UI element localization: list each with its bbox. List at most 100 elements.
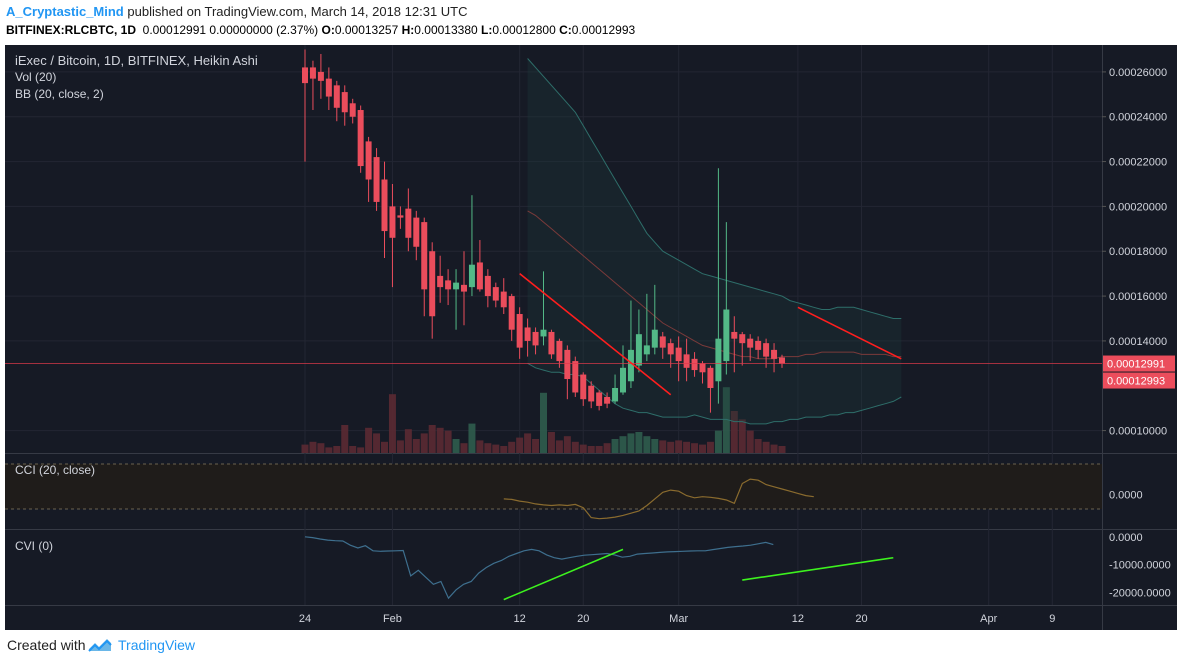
candle-body <box>747 338 754 348</box>
candle-body <box>580 374 587 400</box>
candle-body <box>715 338 722 382</box>
volume-bar <box>619 436 627 453</box>
volume-bar <box>412 439 420 453</box>
change-value: 0.00012991 0.00000000 (2.37%) <box>142 23 319 37</box>
volume-bar <box>452 439 460 453</box>
cci-tick-label: 0.0000 <box>1109 490 1143 502</box>
publish-line: A_Cryptastic_Mind published on TradingVi… <box>6 4 468 19</box>
volume-bar <box>643 436 651 453</box>
candle-body <box>556 340 563 362</box>
candle-body <box>333 85 340 108</box>
volume-bar <box>563 436 571 453</box>
time-tick-label: 12 <box>514 613 526 625</box>
created-with-text: Created with <box>7 637 86 653</box>
close-value: 0.00012993 <box>571 23 636 37</box>
time-tick-label: 24 <box>299 613 311 625</box>
volume-bar <box>460 443 468 453</box>
volume-bar <box>683 441 691 453</box>
cci-band <box>5 464 1102 509</box>
candle-body <box>763 343 770 357</box>
high-value: 0.00013380 <box>414 23 478 37</box>
candle-body <box>484 275 491 297</box>
candle-body <box>492 287 499 301</box>
candle-body <box>731 331 738 339</box>
price-trendline <box>797 306 902 360</box>
price-tick-label: 0.00016000 <box>1109 291 1167 303</box>
chart-area[interactable]: 0.00026000 0.00024000 0.00022000 0.00020000… <box>5 45 1177 630</box>
candle-body <box>659 336 666 348</box>
cvi-line <box>304 536 774 600</box>
tradingview-logo-icon <box>88 639 112 652</box>
author-link[interactable]: A_Cryptastic_Mind <box>6 4 124 19</box>
price-trendline <box>519 273 672 396</box>
candle-body <box>739 334 746 344</box>
candle-body <box>405 208 412 238</box>
volume-bar <box>714 430 722 453</box>
tradingview-brand[interactable]: TradingView <box>118 637 196 653</box>
volume-bar <box>357 447 365 453</box>
chart-title: iExec / Bitcoin, 1D, BITFINEX, Heikin As… <box>15 53 258 68</box>
volume-bar <box>500 446 508 453</box>
price-tick-label: 0.00024000 <box>1109 112 1167 124</box>
volume-bar <box>547 432 555 453</box>
price-label-box <box>1103 372 1175 389</box>
time-tick-label: Feb <box>383 613 402 625</box>
candle-body <box>476 262 483 290</box>
publish-header: A_Cryptastic_Mind published on TradingVi… <box>0 0 1182 44</box>
volume-bar <box>484 443 492 453</box>
volume-bar <box>635 432 643 453</box>
volume-bar <box>524 433 532 453</box>
candle-body <box>771 349 778 359</box>
ohlc-line: BITFINEX:RLCBTC, 1D 0.00012991 0.0000000… <box>6 23 635 37</box>
volume-bar <box>349 446 357 453</box>
volume-bar <box>579 444 587 453</box>
published-text: published on TradingView.com, March 14, … <box>127 4 468 19</box>
volume-bar <box>341 425 349 453</box>
candle-body <box>429 251 436 317</box>
volume-bar <box>595 446 603 453</box>
volume-bar <box>516 437 524 453</box>
open-label: O: <box>321 23 335 37</box>
candle-body <box>309 67 316 79</box>
candle-body <box>413 217 420 247</box>
cci-line <box>503 478 814 520</box>
volume-bar <box>675 440 683 453</box>
bb-upper-line <box>527 58 902 319</box>
candle-body <box>707 367 714 388</box>
candle-body <box>723 309 730 362</box>
candle-body <box>635 334 642 366</box>
candle-body <box>620 367 626 393</box>
volume-bar <box>396 440 404 453</box>
volume-bar <box>627 433 635 453</box>
candle-body <box>437 275 444 288</box>
volume-bar <box>404 429 412 453</box>
footer: Created with TradingView <box>0 630 1182 662</box>
bb-legend: BB (20, close, 2) <box>15 87 104 101</box>
candle-body <box>508 296 515 330</box>
candle-body <box>365 141 372 180</box>
volume-bar <box>603 443 611 453</box>
candle-body <box>667 343 674 355</box>
candle-body <box>596 392 603 406</box>
chart-svg[interactable]: 0.00026000 0.00024000 0.00022000 0.00020000… <box>5 45 1177 630</box>
volume-bar <box>532 439 540 453</box>
price-tick-label: 0.00014000 <box>1109 336 1167 348</box>
volume-bar <box>508 441 516 453</box>
volume-bar <box>388 394 396 453</box>
candle-body <box>604 396 611 404</box>
candle-body <box>612 387 619 402</box>
candle-body <box>468 264 475 288</box>
volume-bar <box>325 447 333 453</box>
volume-bar <box>754 439 762 453</box>
volume-bar <box>444 430 452 453</box>
volume-bar <box>722 387 730 453</box>
volume-bar <box>365 427 373 453</box>
candle-body <box>548 331 555 355</box>
candle-body <box>389 206 396 238</box>
cvi-tick-label: -10000.0000 <box>1109 560 1171 572</box>
candle-body <box>325 78 332 97</box>
volume-bar <box>381 441 388 453</box>
candle-body <box>357 110 364 167</box>
high-label: H: <box>401 23 415 37</box>
candle-body <box>540 329 547 337</box>
